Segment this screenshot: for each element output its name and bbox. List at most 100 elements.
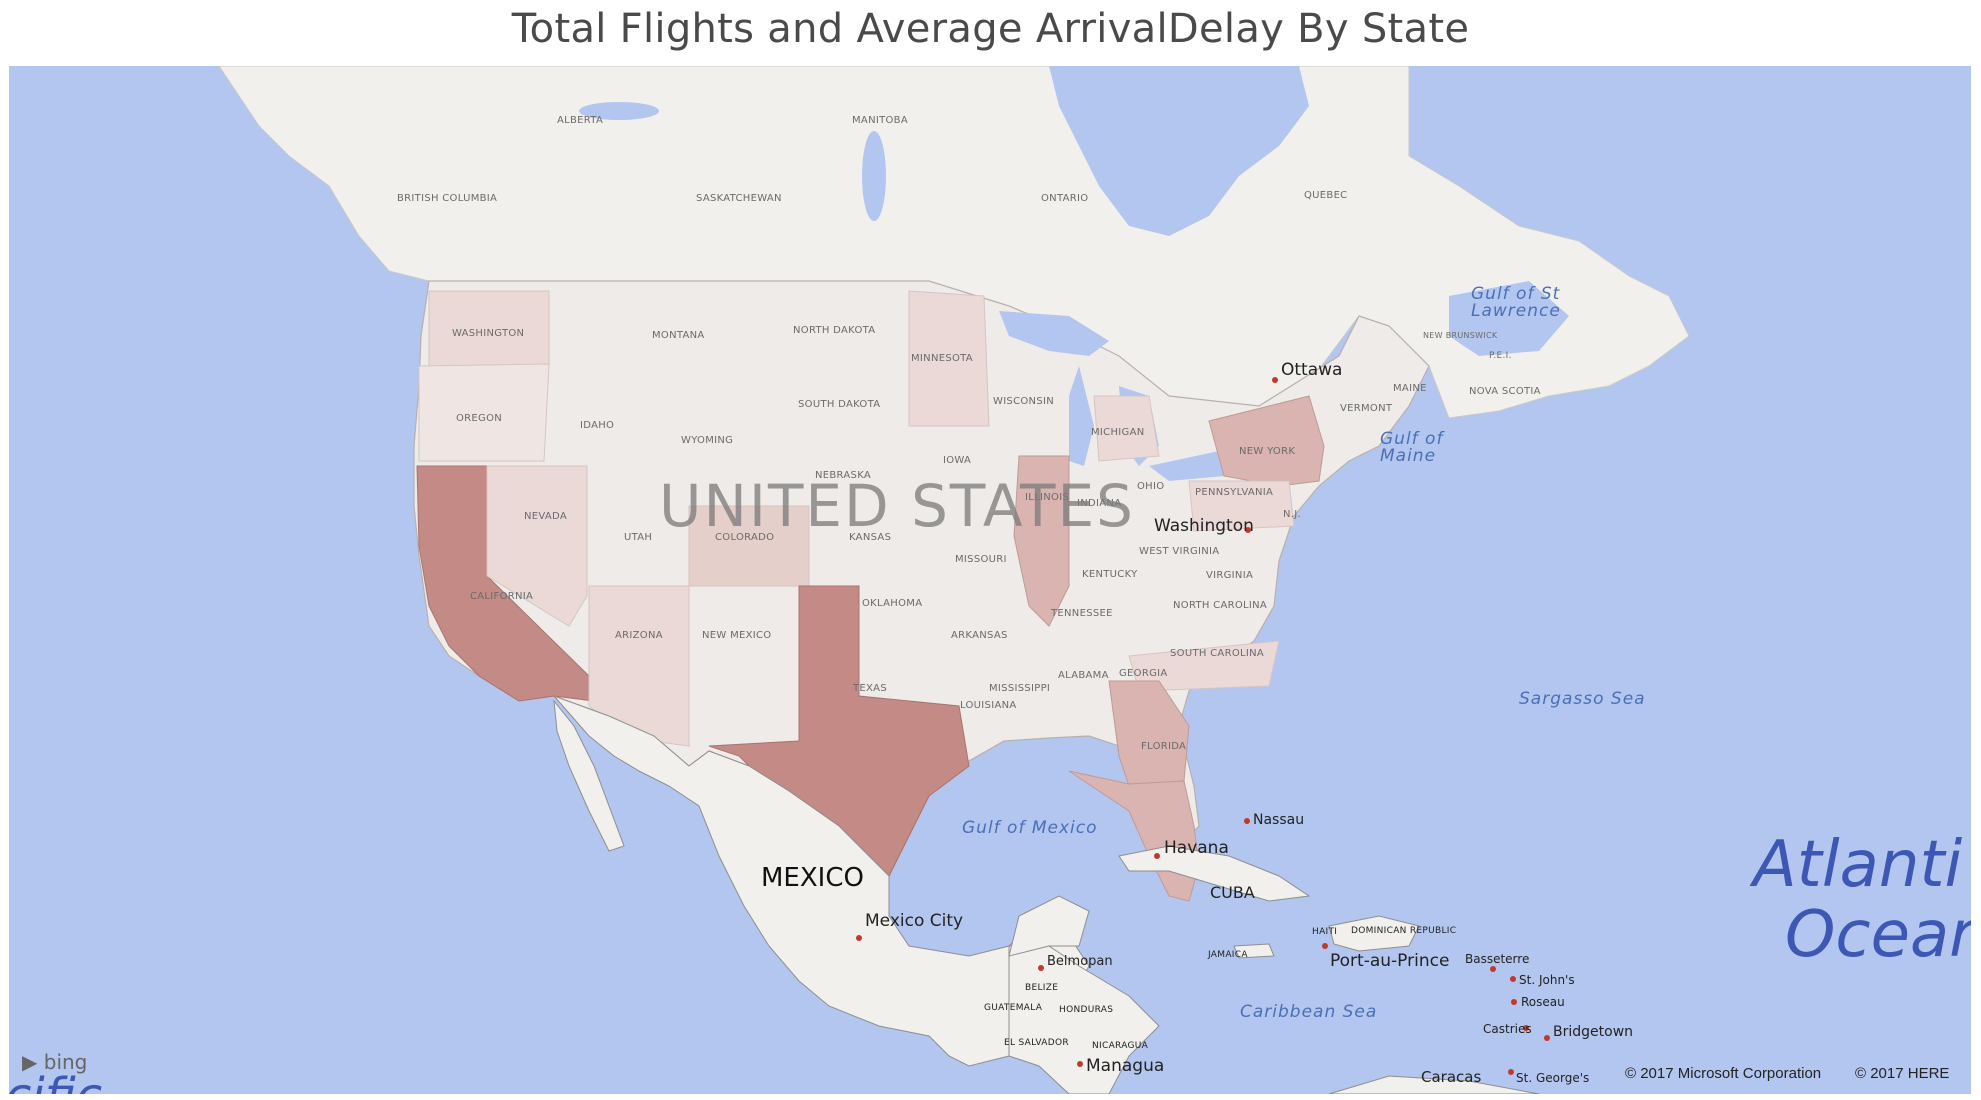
country-label-el-salvador: EL SALVADOR xyxy=(1004,1038,1069,1048)
state-label: TEXAS xyxy=(852,683,887,694)
country-label-cuba: CUBA xyxy=(1210,883,1255,902)
city-dot xyxy=(1511,999,1517,1005)
state-new-york[interactable] xyxy=(1208,395,1325,487)
state-label: TENNESSEE xyxy=(1050,608,1113,619)
water-label: Maine xyxy=(1380,446,1436,466)
state-label: MINNESOTA xyxy=(911,353,973,364)
map-canvas[interactable]: BRITISH COLUMBIA ALBERTA SASKATCHEWAN MA… xyxy=(9,66,1971,1094)
city-dot xyxy=(1154,853,1160,859)
map-svg[interactable]: BRITISH COLUMBIA ALBERTA SASKATCHEWAN MA… xyxy=(9,66,1971,1094)
state-label: MISSISSIPPI xyxy=(989,683,1050,694)
south-america-edge xyxy=(1328,1075,1540,1094)
city-label: Basseterre xyxy=(1465,952,1529,966)
state-minnesota[interactable] xyxy=(908,290,990,427)
state-label: NORTH CAROLINA xyxy=(1173,600,1267,611)
city-dot xyxy=(1523,1025,1529,1031)
city-dot xyxy=(1272,377,1278,383)
state-oregon[interactable] xyxy=(418,363,550,462)
water-labels: Gulf of St Lawrence Gulf of Maine Sargas… xyxy=(9,284,1971,1094)
state-illinois[interactable] xyxy=(1013,455,1070,627)
country-label-dominican: DOMINICAN REPUBLIC xyxy=(1351,926,1456,936)
hispaniola-island xyxy=(1328,915,1420,952)
city-dot xyxy=(1077,1061,1083,1067)
province-label: P.E.I. xyxy=(1489,351,1512,361)
state-label: NEVADA xyxy=(524,511,567,522)
state-label: ARIZONA xyxy=(615,630,663,641)
province-label: MANITOBA xyxy=(852,115,908,126)
country-label-haiti: HAITI xyxy=(1312,927,1337,937)
country-label-nicaragua: NICARAGUA xyxy=(1092,1041,1149,1051)
state-label: OKLAHOMA xyxy=(862,598,922,609)
country-label-belize: BELIZE xyxy=(1025,983,1058,993)
yucatan xyxy=(1008,895,1090,957)
country-label-guatemala: GUATEMALA xyxy=(984,1003,1043,1013)
water-label: Sargasso Sea xyxy=(1519,689,1646,709)
country-label-honduras: HONDURAS xyxy=(1059,1005,1113,1015)
great-lakes xyxy=(999,311,1309,481)
water-label: Gulf of xyxy=(1380,429,1445,449)
city-dot xyxy=(1510,976,1516,982)
state-label: IDAHO xyxy=(580,420,614,431)
state-label: OREGON xyxy=(456,413,502,424)
state-label: FLORIDA xyxy=(1141,741,1186,752)
state-label: MICHIGAN xyxy=(1091,427,1145,438)
country-label-mexico: MEXICO xyxy=(761,863,864,893)
state-label: CALIFORNIA xyxy=(470,591,533,602)
city-label: Belmopan xyxy=(1047,954,1113,969)
state-label: WEST VIRGINIA xyxy=(1139,546,1219,557)
water-label: cific xyxy=(9,1068,102,1094)
state-label: OHIO xyxy=(1137,481,1164,492)
state-label: PENNSYLVANIA xyxy=(1195,487,1273,498)
state-label: LOUISIANA xyxy=(960,700,1017,711)
baja-california xyxy=(553,699,625,852)
lake-athabasca xyxy=(579,102,659,120)
city-label: Roseau xyxy=(1521,995,1565,1009)
state-label: MAINE xyxy=(1393,383,1427,394)
state-label: ARKANSAS xyxy=(951,630,1008,641)
state-michigan[interactable] xyxy=(1093,395,1160,462)
bing-logo: ▶ bing xyxy=(22,1050,87,1074)
bing-logo-icon: ▶ xyxy=(22,1050,38,1074)
city-label: Washington xyxy=(1154,516,1254,536)
province-labels: BRITISH COLUMBIA ALBERTA SASKATCHEWAN MA… xyxy=(397,115,1540,397)
state-label: WYOMING xyxy=(681,435,733,446)
state-label: ALABAMA xyxy=(1058,670,1109,681)
state-pennsylvania[interactable] xyxy=(1188,480,1295,532)
state-label: IOWA xyxy=(943,455,971,466)
province-label: NEW BRUNSWICK xyxy=(1423,331,1498,340)
state-label: N.J. xyxy=(1283,509,1301,520)
state-label: MISSOURI xyxy=(955,554,1007,565)
gulf-st-lawrence-water xyxy=(1449,281,1569,356)
water-label: Gulf of Mexico xyxy=(962,818,1098,838)
water-label: Caribbean Sea xyxy=(1240,1002,1377,1022)
city-markers: Ottawa Washington Nassau Havana Mexico C… xyxy=(856,360,1633,1086)
state-nevada[interactable] xyxy=(486,465,588,627)
state-label: GEORGIA xyxy=(1119,668,1168,679)
state-label: VERMONT xyxy=(1340,403,1393,414)
city-label: Mexico City xyxy=(865,911,963,931)
city-dot xyxy=(1245,527,1251,533)
country-label-us: UNITED STATES xyxy=(659,472,1135,540)
state-label: NORTH DAKOTA xyxy=(793,325,875,336)
chart-title: Total Flights and Average ArrivalDelay B… xyxy=(511,6,1470,52)
state-north-carolina[interactable] xyxy=(1128,640,1280,692)
state-label: INDIANA xyxy=(1077,498,1121,509)
province-label: ALBERTA xyxy=(557,115,603,126)
city-label: Nassau xyxy=(1253,812,1304,828)
city-label: Ottawa xyxy=(1281,360,1342,380)
state-label: WASHINGTON xyxy=(452,328,524,339)
state-label: MONTANA xyxy=(652,330,705,341)
state-label: KENTUCKY xyxy=(1082,569,1138,580)
state-label: SOUTH DAKOTA xyxy=(798,399,880,410)
state-label: KANSAS xyxy=(849,532,891,543)
cuba-island xyxy=(1118,845,1311,902)
copyright-here: © 2017 HERE xyxy=(1855,1065,1950,1082)
state-heat-layer xyxy=(416,290,1325,902)
copyright-microsoft: © 2017 Microsoft Corporation xyxy=(1625,1065,1822,1082)
state-label: SOUTH CAROLINA xyxy=(1170,648,1264,659)
state-label: NEBRASKA xyxy=(815,470,871,481)
city-label: Caracas xyxy=(1421,1068,1481,1086)
water-label: Atlanti xyxy=(1749,828,1963,902)
water-label: Ocear xyxy=(1785,898,1971,972)
water-label: Lawrence xyxy=(1471,301,1561,321)
